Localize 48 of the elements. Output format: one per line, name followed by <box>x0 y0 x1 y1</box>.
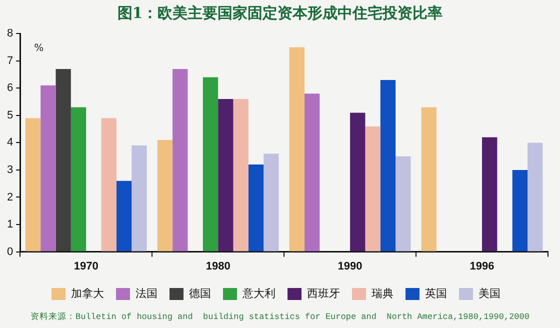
bar <box>304 94 320 252</box>
bar <box>132 145 147 252</box>
bar <box>172 69 188 252</box>
bar <box>56 69 71 252</box>
bar <box>101 118 116 252</box>
x-tick-label: 1990 <box>338 260 362 272</box>
bar <box>233 99 248 252</box>
legend-label: 瑞典 <box>372 286 394 300</box>
y-tick-label: 3 <box>6 164 14 176</box>
bar <box>248 164 264 252</box>
y-tick-label: 5 <box>6 109 14 122</box>
bar <box>396 156 411 252</box>
legend-label: 英国 <box>425 286 447 300</box>
bar <box>116 180 132 252</box>
bar <box>528 142 543 252</box>
bar <box>421 107 436 252</box>
legend-label: 加拿大 <box>71 286 104 300</box>
bar <box>512 170 528 252</box>
x-tick-label: 1996 <box>470 260 494 272</box>
text: 资料来源：Bulletin of housing and building statistics for Europe and North America,1980,1990,2000 <box>30 311 530 323</box>
legend-label: 意大利 <box>242 286 276 300</box>
bar <box>264 154 279 252</box>
y-tick-label: 1 <box>6 218 14 231</box>
legend-label: 美国 <box>478 286 500 300</box>
legend-label: 德国 <box>189 286 211 300</box>
bar <box>289 47 305 252</box>
legend-label: 法国 <box>136 286 158 300</box>
bar <box>218 99 234 252</box>
x-tick-label: 1970 <box>74 260 98 272</box>
y-tick-label: 2 <box>6 191 14 204</box>
legend-label: 西班牙 <box>307 286 340 300</box>
y-tick-label: 4 <box>6 136 14 149</box>
bar <box>70 107 86 252</box>
y-tick-label: 0 <box>6 246 14 258</box>
y-axis-title: % <box>34 43 44 54</box>
bar <box>40 85 56 252</box>
y-tick-label: 8 <box>6 28 14 40</box>
bar <box>202 77 218 252</box>
bar <box>25 118 41 252</box>
y-tick-label: 6 <box>6 82 14 94</box>
bar <box>157 140 173 252</box>
bar <box>365 126 380 252</box>
chart-title: 图1：欧美主要国家固定资本形成中住宅投资比率 <box>116 4 444 23</box>
x-tick-label: 1980 <box>206 260 230 272</box>
bar <box>482 137 498 252</box>
bar <box>380 80 396 252</box>
bar <box>350 112 366 252</box>
y-tick-label: 7 <box>6 54 14 67</box>
